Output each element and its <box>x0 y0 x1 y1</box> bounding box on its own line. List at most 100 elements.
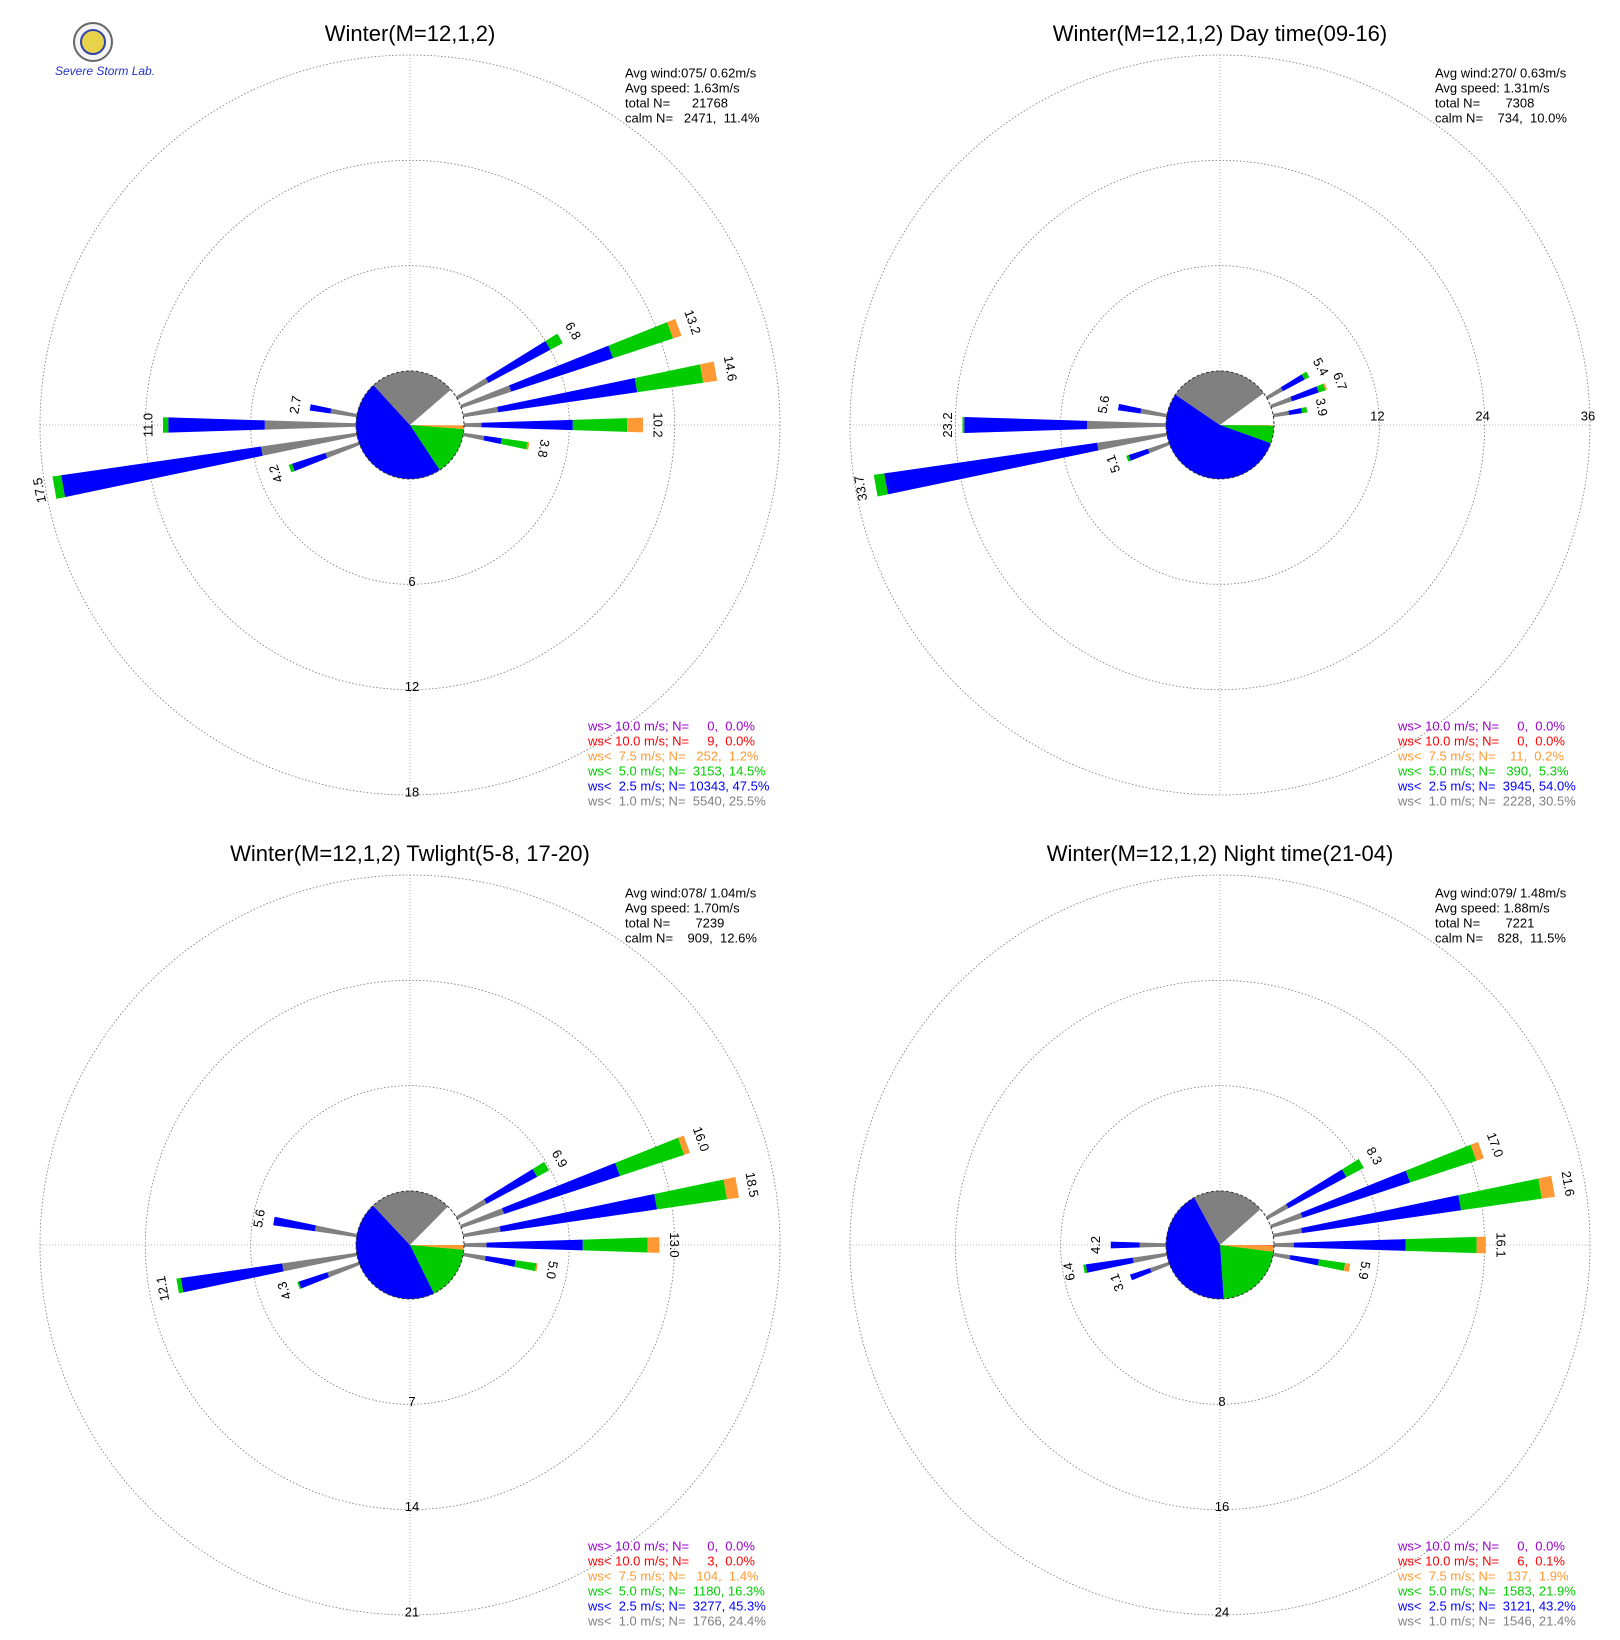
legend-entry: ws< 1.0 m/s; N= 2228, 30.5% <box>1397 793 1576 808</box>
petal-label: 4.3 <box>274 1280 294 1302</box>
petal-segment <box>1343 1263 1351 1272</box>
petal-label: 21.6 <box>1559 1170 1578 1198</box>
legend-entry: ws< 2.5 m/s; N= 10343, 47.5% <box>587 778 770 793</box>
stats-line: Avg wind:079/ 1.48m/s <box>1435 885 1567 900</box>
stats-line: calm N= 828, 11.5% <box>1435 930 1566 945</box>
petal-segment <box>1289 1255 1320 1266</box>
petal-segment <box>615 1137 685 1176</box>
petal-segment <box>502 1162 620 1215</box>
petal-segment <box>462 1226 501 1238</box>
petal-segment <box>627 417 643 433</box>
legend-entry: ws> 10.0 m/s; N= 0, 0.0% <box>587 718 755 733</box>
petal-segment <box>1273 1242 1294 1248</box>
r-tick-label: 14 <box>405 1499 419 1514</box>
grid-ring <box>144 979 676 1511</box>
calm-wedge <box>410 389 464 426</box>
petal-segment <box>723 1177 739 1200</box>
legend-entry: ws> 10.0 m/s; N= 0, 0.0% <box>1397 718 1565 733</box>
petal-segment <box>1265 387 1284 400</box>
legend-entry: ws< 1.0 m/s; N= 5540, 25.5% <box>587 793 766 808</box>
petal-segment <box>1286 1169 1347 1209</box>
legend-entry: ws< 2.5 m/s; N= 3121, 43.2% <box>1397 1598 1576 1613</box>
petal-segment <box>1272 1252 1291 1260</box>
petal-segment <box>1117 403 1142 414</box>
petal-segment <box>647 1237 660 1253</box>
logo-emblem <box>80 29 106 55</box>
petal-label: 3.8 <box>535 438 553 458</box>
r-tick-label: 12 <box>405 679 419 694</box>
petal-segment <box>1126 455 1131 462</box>
pie-outline <box>355 1190 465 1300</box>
petal-label: 2.7 <box>286 395 304 415</box>
petal-segment <box>884 442 1099 495</box>
petal-label: 18.5 <box>743 1171 762 1199</box>
wind-rose: 6 12 18 6.8 13.2 14.6 10.2 3.8 4.2 17.5 11.0 2.7 Win… <box>30 21 781 808</box>
legend-entry: ws< 2.5 m/s; N= 3277, 45.3% <box>587 1598 766 1613</box>
petal-segment <box>514 1260 537 1272</box>
legend-entry: ws> 10.0 m/s; N= 0, 0.0% <box>1397 1538 1565 1553</box>
petal-label: 33.7 <box>851 475 870 503</box>
pie-wedge <box>410 1245 464 1250</box>
petal-segment <box>608 322 674 359</box>
petal-label: 8.3 <box>1363 1144 1385 1167</box>
petal-label: 16.1 <box>1494 1232 1509 1257</box>
petal-segment <box>1476 1236 1486 1254</box>
stats-line: Avg speed: 1.63m/s <box>625 80 740 95</box>
logo: Severe Storm Lab. <box>55 22 155 78</box>
petal-label: 5.0 <box>543 1260 561 1280</box>
petal-segment <box>455 1199 487 1220</box>
r-tick-label: 8 <box>1218 1394 1225 1409</box>
legend-entry: ws< 1.0 m/s; N= 1546, 21.4% <box>1397 1613 1576 1628</box>
petal-label: 5.4 <box>1310 355 1332 378</box>
grid-ring <box>39 874 781 1616</box>
petal-segment <box>481 419 573 431</box>
grid-ring <box>144 159 676 691</box>
pie-wedge <box>1194 1191 1261 1245</box>
petal-segment <box>1293 1239 1406 1251</box>
petal-label: 13.0 <box>667 1232 682 1257</box>
petal-segment <box>634 364 704 393</box>
petal-segment <box>463 1242 487 1248</box>
calm-wedge <box>1220 1209 1274 1245</box>
grid-ring <box>1060 265 1380 585</box>
legend-entry: ws< 1.0 m/s; N= 1766, 24.4% <box>587 1613 766 1628</box>
legend-entry: ws< 7.5 m/s; N= 104, 1.4% <box>587 1568 759 1583</box>
legend-entry: ws< 7.5 m/s; N= 137, 1.9% <box>1397 1568 1569 1583</box>
petal-segment <box>327 1261 360 1278</box>
stats-line: calm N= 2471, 11.4% <box>625 110 760 125</box>
wind-rose: 8 16 24 8.3 17.0 21.6 16.1 5.9 3.1 6.4 4.2 Winter(M… <box>849 841 1591 1628</box>
stats-line: calm N= 734, 10.0% <box>1435 110 1567 125</box>
legend-entry: ws< 7.5 m/s; N= 252, 1.2% <box>587 748 759 763</box>
petal-segment <box>873 473 888 497</box>
petal-segment <box>291 452 328 472</box>
petal-segment <box>535 1263 538 1272</box>
petal-segment <box>1110 1241 1140 1249</box>
petal-segment <box>1149 1261 1170 1273</box>
petal-label: 13.2 <box>681 308 704 337</box>
legend-entry: ws< 5.0 m/s; N= 3153, 14.5% <box>587 763 766 778</box>
r-tick-label: 7 <box>408 1394 415 1409</box>
petal-segment <box>1301 371 1310 380</box>
stats-line: total N= 7308 <box>1435 95 1534 110</box>
petal-segment <box>163 417 169 433</box>
legend-entry: ws< 5.0 m/s; N= 1583, 21.9% <box>1397 1583 1576 1598</box>
pie-wedge <box>1220 425 1274 444</box>
calm-wedge <box>1220 393 1274 425</box>
petal-label: 4.2 <box>266 463 286 485</box>
petal-segment <box>1405 1144 1477 1183</box>
stats-line: calm N= 909, 12.6% <box>625 930 757 945</box>
petal-label: 5.6 <box>250 1208 268 1228</box>
r-tick-label: 24 <box>1475 408 1489 423</box>
petal-segment <box>1317 1259 1346 1271</box>
petal-label: 6.4 <box>1060 1261 1078 1281</box>
petal-segment <box>1085 1257 1134 1273</box>
legend-entry: ws< 7.5 m/s; N= 11, 0.2% <box>1397 748 1564 763</box>
petal-segment <box>1272 410 1290 418</box>
pie-wedge <box>356 1205 434 1299</box>
pie-wedge <box>1166 1197 1224 1299</box>
petal-segment <box>484 1168 538 1204</box>
petal-segment <box>1129 1268 1152 1281</box>
legend-entry: ws< 10.0 m/s; N= 6, 0.1% <box>1397 1553 1565 1568</box>
petal-segment <box>462 432 485 441</box>
